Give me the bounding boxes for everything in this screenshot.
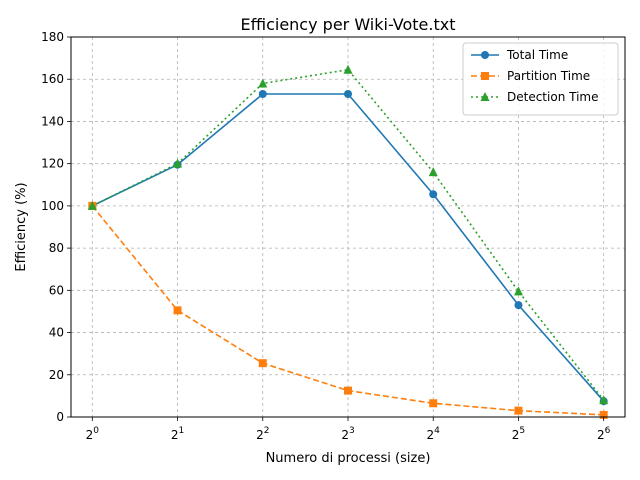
y-tick-label: 140 [41, 114, 64, 128]
data-point-partition-time [344, 386, 352, 395]
data-point-total-time [429, 190, 438, 199]
data-point-detection-time [343, 64, 353, 74]
data-point-detection-time [258, 78, 268, 88]
series-layer [87, 64, 609, 419]
x-tick-label: 21 [171, 426, 184, 442]
legend-marker-total-time [481, 51, 489, 59]
data-point-total-time [258, 90, 267, 98]
x-axis-label: Numero di processi (size) [266, 451, 431, 466]
y-tick-label: 160 [41, 72, 64, 86]
y-tick-label: 40 [49, 326, 64, 340]
series-detection-time [87, 64, 609, 405]
y-axis-label: Efficiency (%) [14, 182, 29, 271]
legend: Total Time Partition Time Detection Time [462, 42, 619, 116]
y-tick-label: 60 [49, 283, 64, 297]
data-point-detection-time [428, 167, 438, 177]
legend-marker-detection-time [480, 92, 490, 101]
data-point-detection-time [173, 158, 183, 168]
data-point-detection-time [599, 395, 609, 405]
data-point-detection-time [513, 286, 523, 296]
y-tick-label: 100 [41, 199, 64, 213]
x-tick-label: 25 [512, 426, 525, 442]
data-point-total-time [344, 90, 352, 98]
x-tick-label: 23 [341, 426, 354, 442]
data-point-partition-time [429, 399, 438, 408]
x-tick-label: 22 [256, 426, 269, 442]
data-point-detection-time [87, 200, 97, 210]
y-tick-label: 80 [49, 241, 64, 255]
data-point-partition-time [599, 410, 608, 419]
y-tick-label: 180 [41, 30, 64, 44]
x-tick-label: 26 [597, 426, 611, 442]
x-tick-label: 20 [86, 426, 100, 442]
chart-title: Efficiency per Wiki-Vote.txt [241, 15, 456, 34]
y-tick-label: 120 [41, 157, 64, 171]
data-point-total-time [514, 301, 523, 310]
x-tick-label: 24 [427, 426, 441, 442]
legend-box [462, 42, 619, 116]
data-point-partition-time [258, 359, 267, 368]
legend-label-partition-time: Partition Time [507, 69, 590, 83]
data-point-partition-time [514, 406, 523, 415]
y-tick-label: 0 [56, 410, 64, 424]
ticks: 20 21 22 23 24 25 26 0 20 40 60 80 100 120 140 160 180 [41, 30, 611, 442]
data-point-partition-time [173, 306, 182, 315]
y-tick-label: 20 [49, 368, 64, 382]
legend-label-detection-time: Detection Time [507, 90, 598, 104]
legend-label-total-time: Total Time [506, 48, 568, 62]
legend-marker-partition-time [481, 72, 489, 80]
